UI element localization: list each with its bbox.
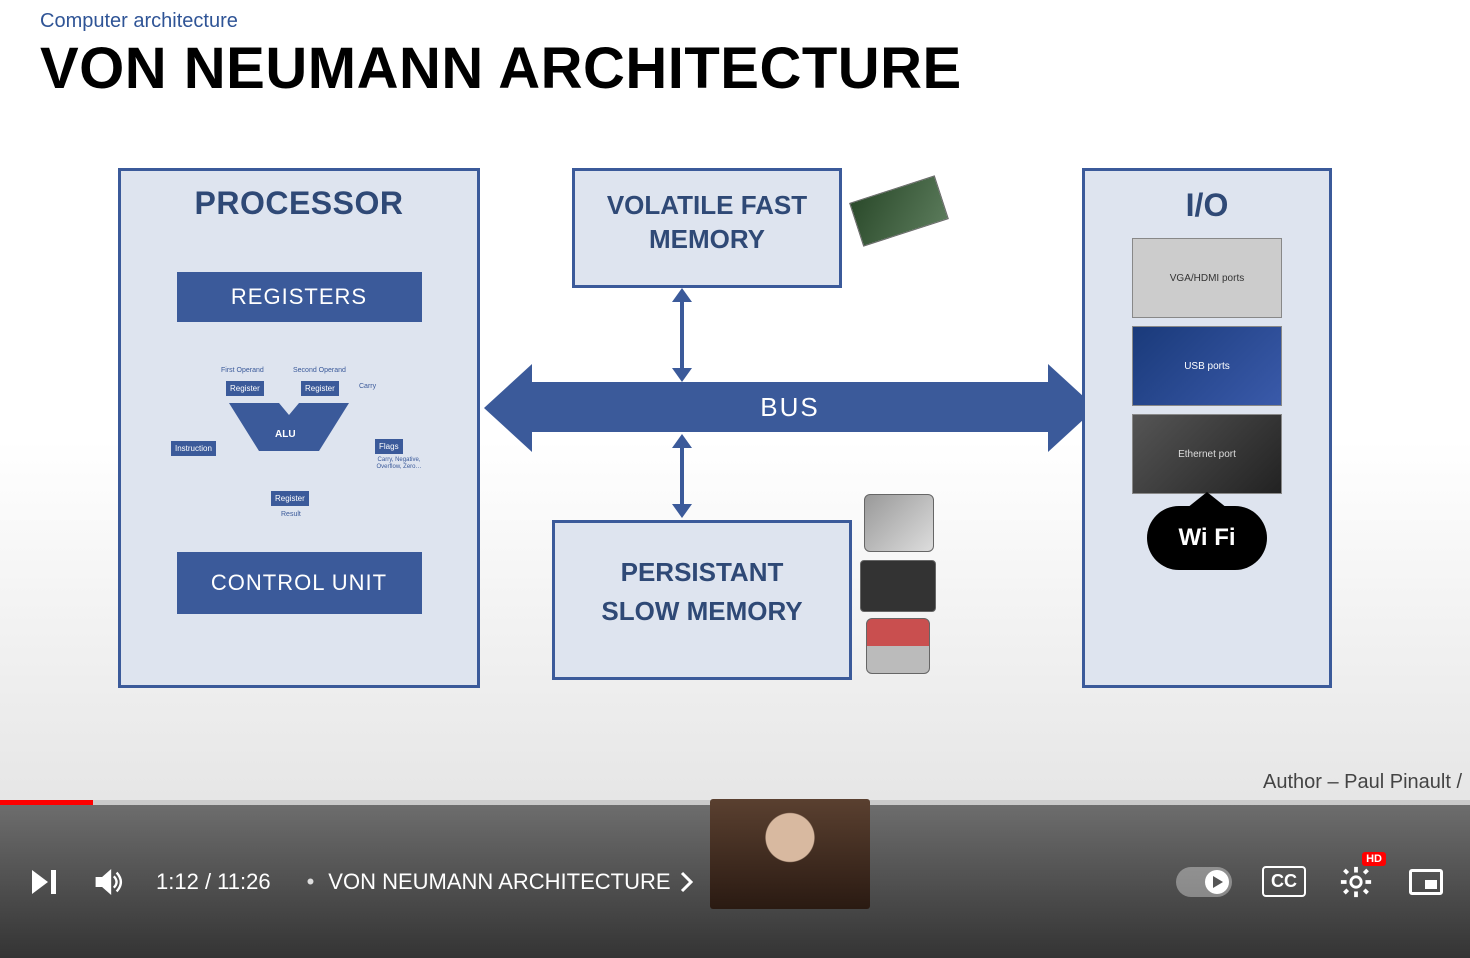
slide-area: Computer architecture VON NEUMANN ARCHIT… <box>0 0 1470 800</box>
alu-instruction: Instruction <box>171 441 216 456</box>
carry-label: Carry <box>359 383 376 390</box>
next-button[interactable] <box>24 862 64 902</box>
wifi-label: Wi Fi <box>1178 524 1235 552</box>
io-ports-vga-hdmi: VGA/HDMI ports <box>1132 238 1282 318</box>
io-port-images: VGA/HDMI ports USB ports Ethernet port <box>1085 238 1329 494</box>
control-unit-box: CONTROL UNIT <box>177 552 422 614</box>
time-display: 1:12 / 11:26 <box>156 869 271 895</box>
player-controls: 1:12 / 11:26 • VON NEUMANN ARCHITECTURE … <box>0 805 1470 958</box>
volatile-memory-box: VOLATILE FAST MEMORY <box>572 168 842 288</box>
chevron-right-icon <box>679 871 695 893</box>
psm-line2: SLOW MEMORY <box>601 596 802 626</box>
controls-right: CC HD <box>1176 862 1446 902</box>
arrow-bus-to-vfm <box>680 300 684 370</box>
io-box: I/O VGA/HDMI ports USB ports Ethernet po… <box>1082 168 1332 688</box>
miniplayer-icon <box>1409 869 1443 895</box>
autoplay-toggle[interactable] <box>1176 867 1232 897</box>
bus-arrow-left <box>484 364 532 452</box>
chapter-button[interactable]: • VON NEUMANN ARCHITECTURE <box>301 869 695 895</box>
breadcrumb: Computer architecture <box>40 10 1470 33</box>
settings-button[interactable]: HD <box>1336 862 1376 902</box>
controls-left: 1:12 / 11:26 • VON NEUMANN ARCHITECTURE <box>24 862 695 902</box>
vfm-line1: VOLATILE FAST <box>607 190 807 220</box>
sdcard-image <box>866 618 930 674</box>
alu-register-2: Register <box>301 381 339 396</box>
presenter-webcam-thumbnail <box>710 799 870 909</box>
volume-icon <box>93 865 127 899</box>
alu-flags: Flags <box>375 439 403 454</box>
chapter-title: VON NEUMANN ARCHITECTURE <box>328 869 670 895</box>
flag-notes: Carry, Negative, Overflow, Zero… <box>371 457 427 470</box>
bus-bar: BUS <box>530 382 1050 432</box>
volatile-memory-title: VOLATILE FAST MEMORY <box>575 189 839 257</box>
wifi-icon: Wi Fi <box>1147 506 1267 570</box>
alu-result-register: Register <box>271 491 309 506</box>
psm-line1: PERSISTANT <box>621 557 784 587</box>
slide-title: VON NEUMANN ARCHITECTURE <box>40 35 1470 102</box>
miniplayer-button[interactable] <box>1406 862 1446 902</box>
alu-register-1: Register <box>226 381 264 396</box>
alu-text: ALU <box>275 429 296 440</box>
duration: 11:26 <box>217 869 270 894</box>
first-operand-label: First Operand <box>221 367 264 374</box>
persistent-memory-box: PERSISTANT SLOW MEMORY <box>552 520 852 680</box>
io-title: I/O <box>1085 187 1329 224</box>
captions-button[interactable]: CC <box>1262 866 1306 897</box>
diagram-canvas: PROCESSOR REGISTERS Register Register Fi… <box>0 160 1470 720</box>
processor-box: PROCESSOR REGISTERS Register Register Fi… <box>118 168 480 688</box>
chapter-separator: • <box>307 869 315 895</box>
registers-box: REGISTERS <box>177 272 422 322</box>
io-ports-usb: USB ports <box>1132 326 1282 406</box>
author-text: Author – Paul Pinault / <box>1263 771 1462 794</box>
persistent-memory-title: PERSISTANT SLOW MEMORY <box>555 553 849 631</box>
time-separator: / <box>199 869 217 894</box>
gear-icon <box>1339 865 1373 899</box>
play-next-icon <box>26 864 62 900</box>
autoplay-play-icon <box>1213 876 1223 888</box>
ssd-image <box>860 560 936 612</box>
alu-detail-diagram: Register Register First Operand Second O… <box>171 361 431 541</box>
vfm-line2: MEMORY <box>649 224 765 254</box>
ram-image <box>849 175 949 247</box>
hdd-image <box>864 494 934 552</box>
arrow-bus-to-psm <box>680 446 684 506</box>
volume-button[interactable] <box>90 862 130 902</box>
second-operand-label: Second Operand <box>293 367 346 374</box>
current-time: 1:12 <box>156 869 199 894</box>
io-ports-ethernet: Ethernet port <box>1132 414 1282 494</box>
hd-badge: HD <box>1362 852 1386 866</box>
result-label: Result <box>281 511 301 518</box>
processor-title: PROCESSOR <box>121 185 477 222</box>
